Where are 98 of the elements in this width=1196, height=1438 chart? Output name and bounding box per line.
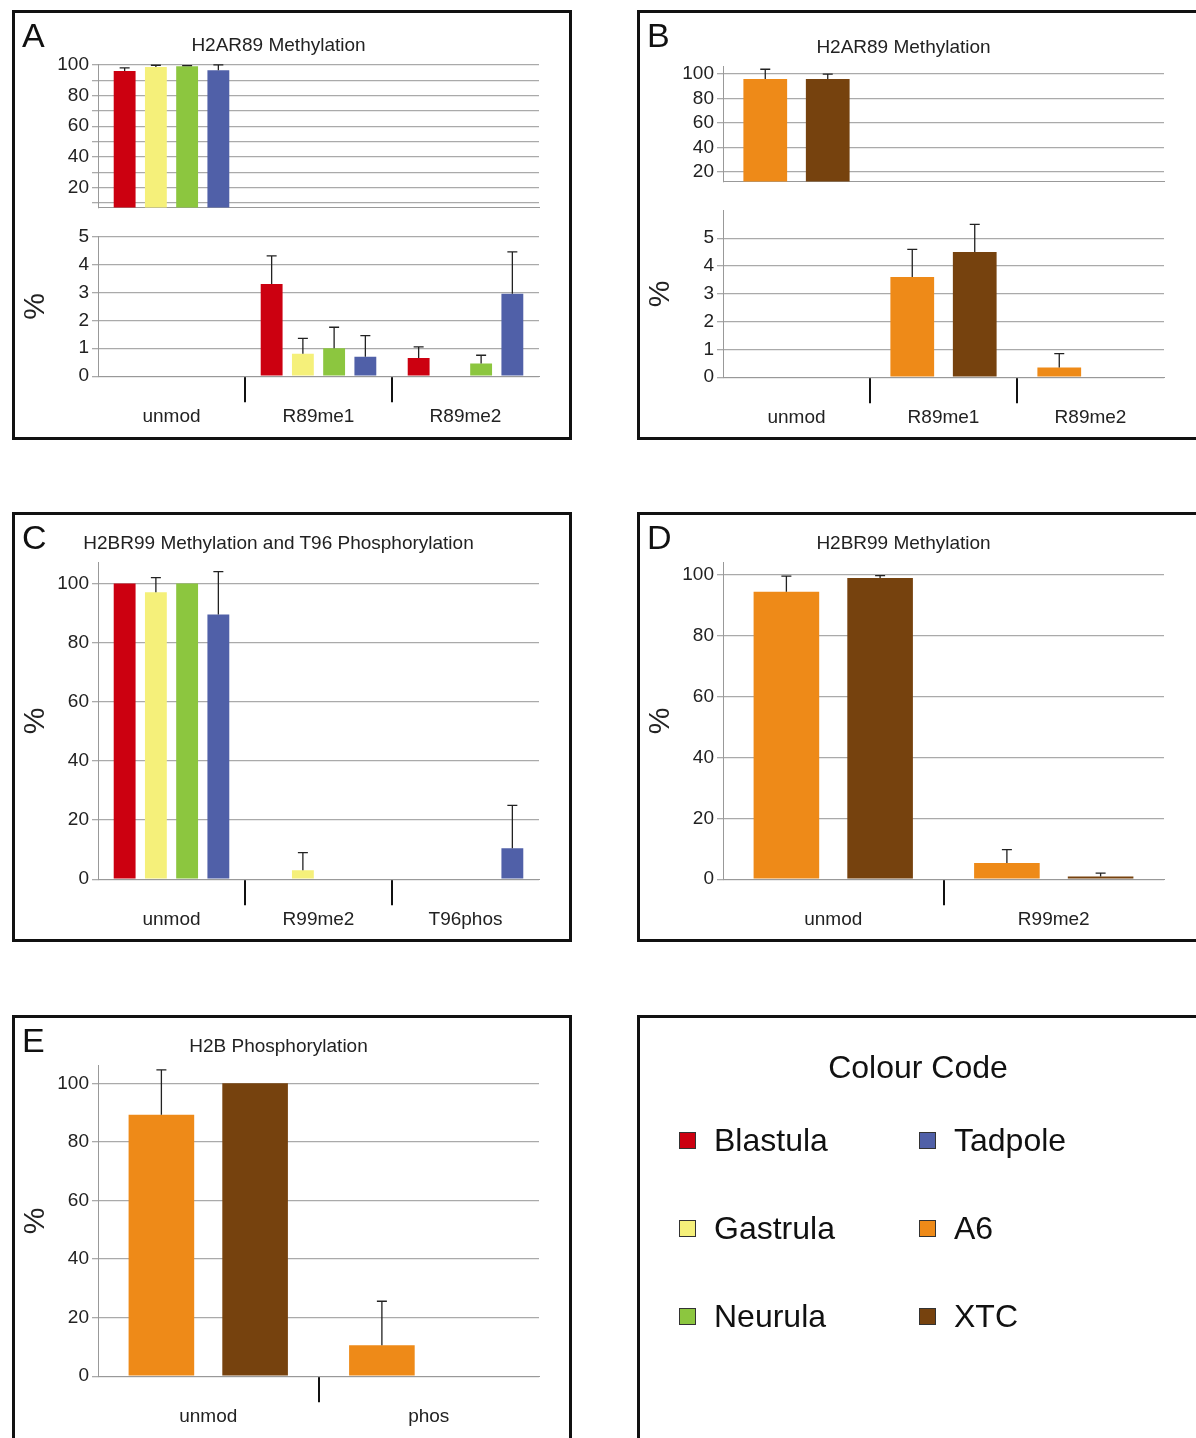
x-tick-label: unmod: [804, 907, 863, 929]
bar: [974, 863, 1040, 879]
y-tick-label: 0: [703, 365, 714, 387]
y-tick-label: 100: [682, 563, 714, 585]
y-tick-label: 3: [78, 280, 89, 302]
bar: [890, 277, 935, 377]
y-tick-label: 40: [67, 749, 89, 771]
x-tick-label: R89me1: [907, 405, 980, 427]
text: B: [647, 16, 670, 54]
bar: [847, 578, 913, 879]
y-tick-label: 80: [692, 86, 714, 108]
y-tick-label: 5: [703, 226, 714, 248]
y-tick-label: 60: [692, 111, 714, 133]
chart-title: H2BR99 Methylation and T96 Phosphorylation: [83, 531, 474, 553]
bar: [952, 252, 997, 377]
y-tick-label: 60: [692, 684, 714, 706]
category-label: Tadpole: [954, 1121, 1067, 1159]
y-tick-label: 100: [57, 571, 89, 593]
x-tick-label: unmod: [142, 907, 201, 929]
y-tick-label: 80: [67, 1130, 89, 1152]
bar: [1067, 876, 1134, 879]
x-tick-label: unmod: [767, 405, 826, 427]
y-tick-label: 5: [78, 224, 89, 246]
bar: [501, 848, 524, 879]
y-axis-title: %: [17, 707, 51, 735]
y-tick-label: 0: [703, 867, 714, 889]
y-tick-label: 20: [67, 175, 89, 197]
x-tick-label: T96phos: [428, 907, 503, 929]
x-tick-label: R99me2: [1017, 907, 1090, 929]
bar: [260, 283, 283, 376]
text: C: [22, 518, 47, 556]
chart-title: H2AR89 Methylation: [816, 35, 991, 57]
y-tick-label: 100: [57, 1071, 89, 1093]
chart-title: H2BR99 Methylation: [816, 531, 991, 553]
y-tick-label: 80: [692, 624, 714, 646]
y-axis-title: %: [17, 292, 51, 320]
bar: [291, 353, 314, 376]
x-tick-label: R99me2: [282, 907, 355, 929]
category-label: Gastrula: [714, 1209, 835, 1247]
y-tick-label: 40: [692, 745, 714, 767]
y-tick-label: 80: [67, 630, 89, 652]
category-label: Neurula: [714, 1297, 827, 1335]
x-tick-label: R89me1: [282, 404, 355, 426]
y-tick-label: 2: [78, 308, 89, 330]
y-axis-title: %: [17, 1207, 51, 1235]
y-tick-label: 60: [67, 1188, 89, 1210]
bar: [349, 1345, 415, 1376]
y-tick-label: 2: [703, 309, 714, 331]
y-tick-label: 100: [682, 62, 714, 84]
y-tick-label: 100: [57, 53, 89, 75]
y-tick-label: 4: [703, 254, 715, 276]
y-tick-label: 1: [703, 337, 714, 359]
bar: [753, 591, 820, 879]
y-tick-label: 4: [78, 252, 90, 274]
x-tick-label: unmod: [179, 1404, 238, 1426]
text: E: [22, 1021, 45, 1059]
y-tick-label: 0: [78, 1364, 89, 1386]
y-tick-label: 3: [703, 282, 714, 304]
y-tick-label: 80: [67, 83, 89, 105]
bar: [1037, 367, 1082, 377]
y-tick-label: 40: [67, 1247, 89, 1269]
text: A: [22, 16, 45, 54]
y-tick-label: 0: [78, 364, 89, 386]
bar: [407, 358, 430, 376]
bar: [128, 1114, 195, 1376]
chart-title: H2AR89 Methylation: [191, 33, 366, 55]
x-tick-label: R89me2: [1054, 405, 1127, 427]
y-tick-label: 20: [67, 1305, 89, 1327]
y-tick-label: 60: [67, 690, 89, 712]
y-tick-label: 0: [78, 867, 89, 889]
bar: [222, 1083, 288, 1376]
bar: [207, 614, 230, 879]
bar: [354, 356, 377, 376]
category-label: A6: [954, 1209, 994, 1247]
y-tick-label: 60: [67, 114, 89, 136]
chart-title: H2B Phosphorylation: [189, 1034, 368, 1056]
bar: [144, 592, 167, 879]
y-tick-label: 1: [78, 336, 89, 358]
bar: [291, 870, 314, 879]
y-tick-label: 40: [692, 135, 714, 157]
bar: [176, 583, 199, 879]
y-tick-label: 40: [67, 145, 89, 167]
category-label: Blastula: [714, 1121, 828, 1159]
x-tick-label: R89me2: [429, 404, 502, 426]
text: Colour Code: [827, 1049, 1009, 1086]
bar: [113, 583, 136, 879]
bar: [501, 293, 524, 376]
y-tick-label: 20: [692, 160, 714, 182]
category-label: XTC: [954, 1297, 1018, 1335]
x-tick-label: unmod: [142, 404, 201, 426]
text: D: [647, 518, 672, 556]
bar: [470, 363, 493, 376]
x-tick-label: phos: [408, 1404, 450, 1426]
y-axis-title: %: [642, 280, 676, 308]
y-tick-label: 20: [67, 808, 89, 830]
y-tick-label: 20: [692, 806, 714, 828]
bar: [323, 348, 346, 376]
y-axis-title: %: [642, 707, 676, 735]
